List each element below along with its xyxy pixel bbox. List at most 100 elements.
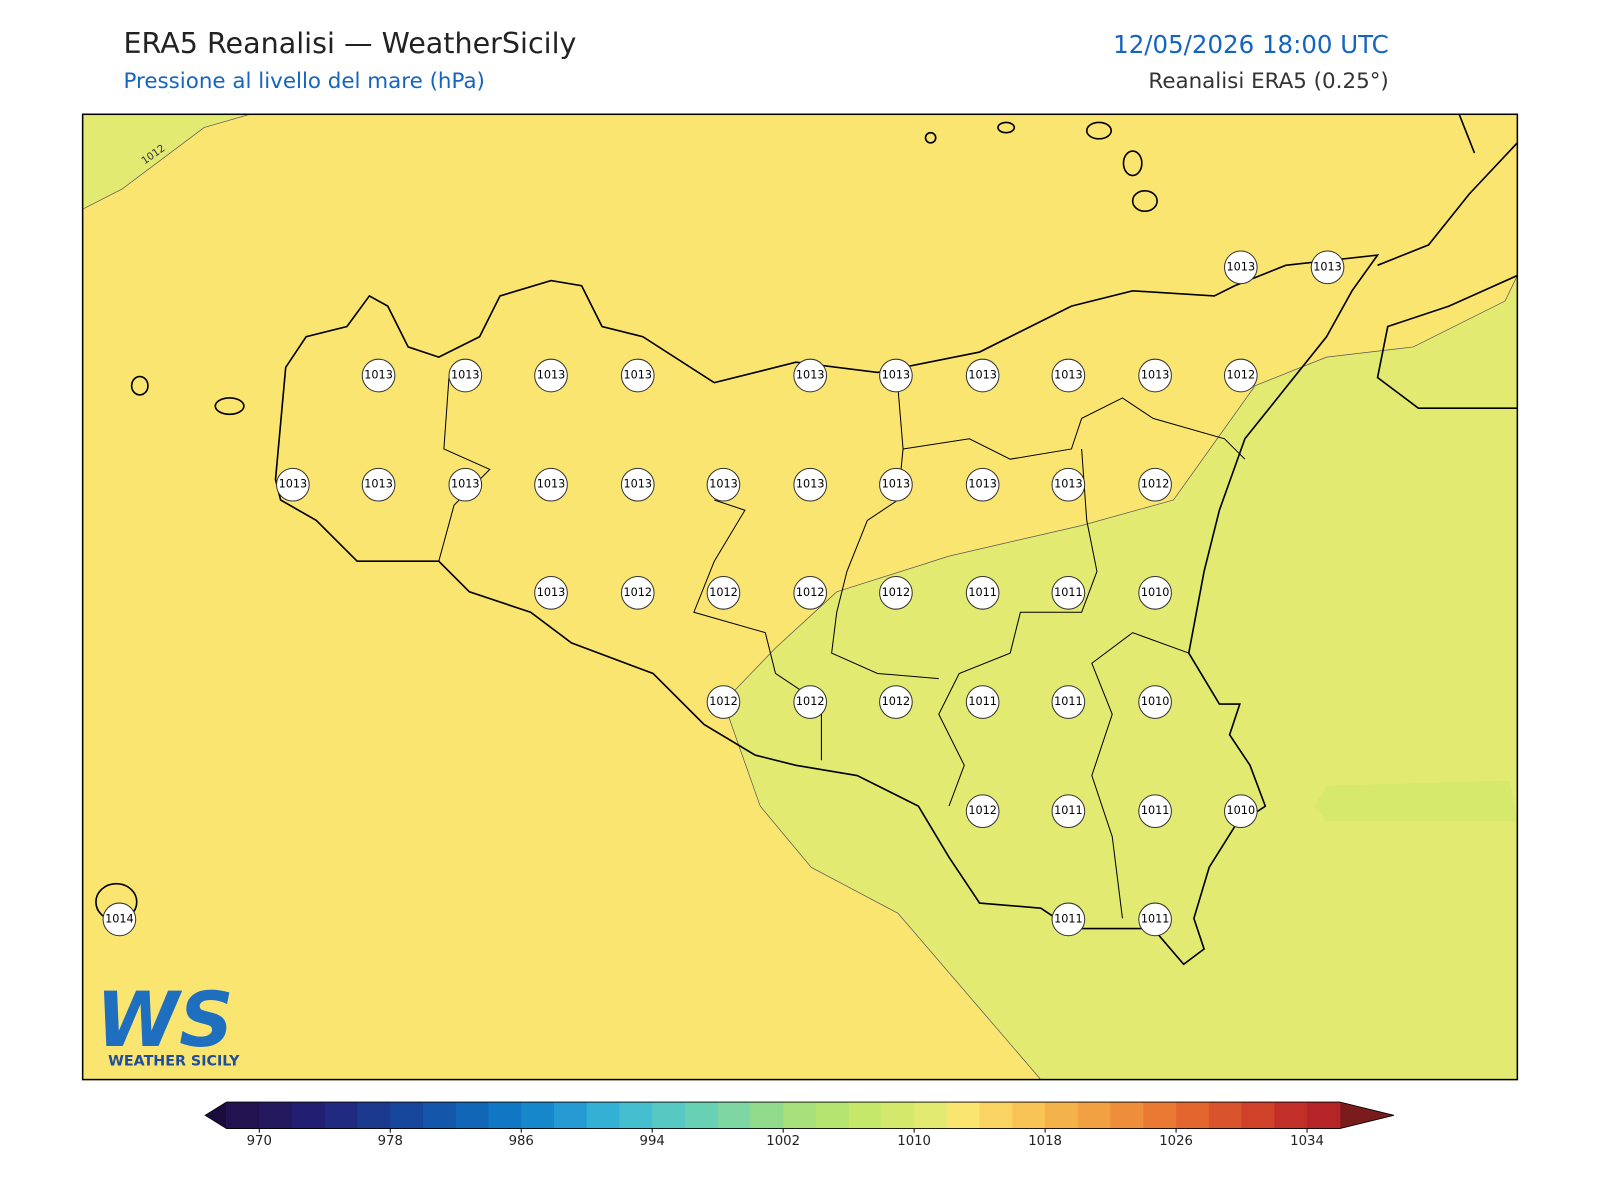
station: 1013 [448,467,483,502]
station: 1013 [620,467,655,502]
station: 1013 [1051,467,1086,502]
colorbar-bin [684,1102,719,1129]
station-value: 1013 [882,478,911,491]
colorbar-bin [357,1102,391,1129]
station-value: 1011 [1141,912,1170,925]
station: 1013 [1051,358,1086,393]
station-marker [276,467,310,502]
station-marker [448,358,483,393]
station-value: 1013 [623,478,652,491]
station-marker [361,467,396,502]
station-marker [879,358,913,393]
station-value: 1013 [882,369,911,382]
datetime: 12/05/2026 18:00 UTC [1113,30,1389,59]
station: 1013 [965,358,1000,393]
station-value: 1013 [968,478,997,491]
station: 1011 [1051,794,1086,829]
station-marker [620,358,655,393]
colorbar-bin [1176,1102,1210,1129]
station: 1010 [1138,576,1172,610]
station-marker [1051,358,1086,393]
colorbar-bin [553,1102,588,1129]
station-marker [965,794,1000,829]
station-value: 1012 [1141,478,1170,491]
station-value: 1011 [968,695,997,708]
colorbar-bin [1274,1102,1308,1129]
station: 1013 [620,358,655,393]
station-marker [706,467,741,502]
station-marker [102,902,137,937]
station: 1013 [965,467,1000,502]
colorbar-bin [815,1102,850,1129]
station: 1012 [793,576,828,610]
station-value: 1011 [1054,912,1083,925]
station-marker [1138,685,1172,719]
station-marker [879,467,913,502]
station-value: 1013 [709,478,738,491]
map: 1012 1013 1013 1013 1013 1013 1013 1013 1013 101… [81,113,1519,1081]
station: 1012 [965,794,1000,829]
station: 1013 [793,358,828,393]
station-value: 1014 [105,912,134,925]
colorbar-bin [1077,1102,1112,1129]
station-value: 1013 [968,369,997,382]
colorbar-bin [488,1102,522,1129]
station-marker [1051,685,1086,719]
station-marker [706,685,741,719]
station-value: 1013 [1141,369,1170,382]
colorbar-bin [259,1102,293,1129]
station: 1013 [1138,358,1172,393]
colorbar-bin [226,1102,260,1129]
station-marker [1223,250,1258,285]
pressure-band [1314,780,1518,822]
station-marker [620,576,655,610]
station-marker [1051,467,1086,502]
station-value: 1013 [279,478,308,491]
title: ERA5 Reanalisi — WeatherSicily [123,26,576,60]
station-value: 1011 [1054,804,1083,817]
colorbar-bin [586,1102,620,1129]
station-marker [879,576,913,610]
station-value: 1013 [796,369,825,382]
station-value: 1013 [451,478,480,491]
colorbar-tick-label: 1010 [897,1134,931,1149]
colorbar-bin [652,1102,686,1129]
station-value: 1013 [364,369,393,382]
station-marker [534,576,568,610]
colorbar-bin [717,1102,751,1129]
station-marker [1138,358,1172,393]
colorbar-bin [1143,1102,1177,1129]
colorbar-tick-label: 1026 [1159,1134,1193,1149]
station: 1013 [793,467,828,502]
station: 1013 [276,467,310,502]
station-marker [706,576,741,610]
station: 1012 [1223,358,1258,393]
colorbar-bin [1208,1102,1243,1129]
colorbar-tick-label: 1002 [766,1134,800,1149]
station-value: 1013 [1054,369,1083,382]
station: 1013 [706,467,741,502]
colorbar-bin [619,1102,653,1129]
station-value: 1011 [1141,804,1170,817]
logo: WS WEATHER SICILY [96,976,240,1069]
station: 1013 [879,467,913,502]
colorbar-bin [390,1102,424,1129]
station-marker [1051,576,1086,610]
colorbar-bin [881,1102,915,1129]
station: 1013 [879,358,913,393]
station-value: 1010 [1141,586,1170,599]
subtitle: Pressione al livello del mare (hPa) [123,69,484,94]
colorbar-bin [750,1102,784,1129]
station: 1012 [879,576,913,610]
station-marker [620,467,655,502]
station-value: 1011 [1054,695,1083,708]
station-value: 1012 [1227,369,1256,382]
station-marker [1138,794,1172,829]
station: 1013 [1310,250,1345,285]
station-marker [1138,576,1172,610]
station-marker [793,358,828,393]
colorbar-bin [521,1102,555,1129]
station-value: 1011 [968,586,997,599]
station: 1012 [793,685,828,719]
station-marker [534,467,568,502]
